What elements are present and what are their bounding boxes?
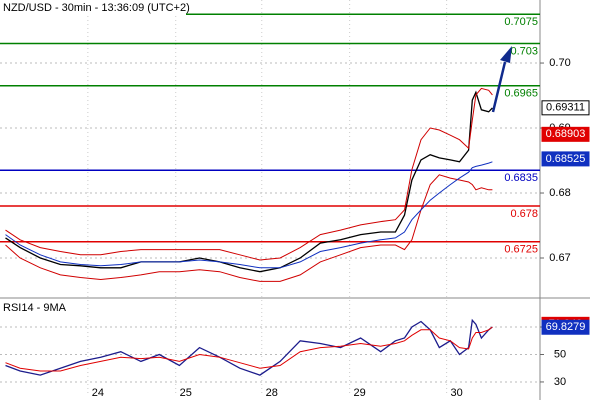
series-line	[5, 90, 493, 273]
price-tag	[541, 126, 590, 142]
x-tick-label: 28	[266, 387, 278, 399]
price-tag	[541, 319, 590, 335]
chart-title: NZD/USD - 30min - 13:36:09 (UTC+2)	[3, 2, 190, 14]
x-tick-label: 24	[92, 387, 104, 399]
y-tick-label: 0.68	[549, 187, 570, 199]
y-tick-label: 30	[554, 376, 566, 388]
title-bg	[0, 0, 186, 15]
series-line	[5, 318, 493, 376]
series-line	[5, 161, 493, 269]
price-tag-label: 69.8279	[546, 321, 586, 333]
price-tag	[541, 151, 590, 167]
series-line	[5, 174, 493, 282]
x-tick-label: 29	[354, 387, 366, 399]
level-label: 0.6965	[504, 88, 538, 100]
y-tick-label: 0.70	[549, 57, 570, 69]
level-label: 0.703	[510, 45, 538, 57]
level-label: 0.678	[510, 208, 538, 220]
x-tick-label: 25	[180, 387, 192, 399]
price-tag-label: 0.69311	[546, 102, 585, 114]
forecast-arrowhead	[500, 46, 512, 63]
level-label: 0.6835	[504, 172, 538, 184]
y-tick-label: 0.67	[549, 252, 570, 264]
level-label: 0.6725	[504, 244, 538, 256]
y-tick-label: 50	[554, 348, 566, 360]
rsi-title: RSI14 - 9MA	[3, 302, 67, 314]
x-tick-label: 30	[451, 387, 463, 399]
series-line	[5, 87, 493, 261]
price-tag-label: 0.68525	[546, 153, 586, 165]
rsi-title-bg	[0, 300, 68, 314]
price-tag-label: 0.68903	[546, 128, 586, 140]
series-line	[5, 326, 493, 372]
level-label: 0.7075	[504, 16, 538, 28]
forecast-arrow	[491, 61, 507, 113]
price-tag	[541, 100, 590, 116]
